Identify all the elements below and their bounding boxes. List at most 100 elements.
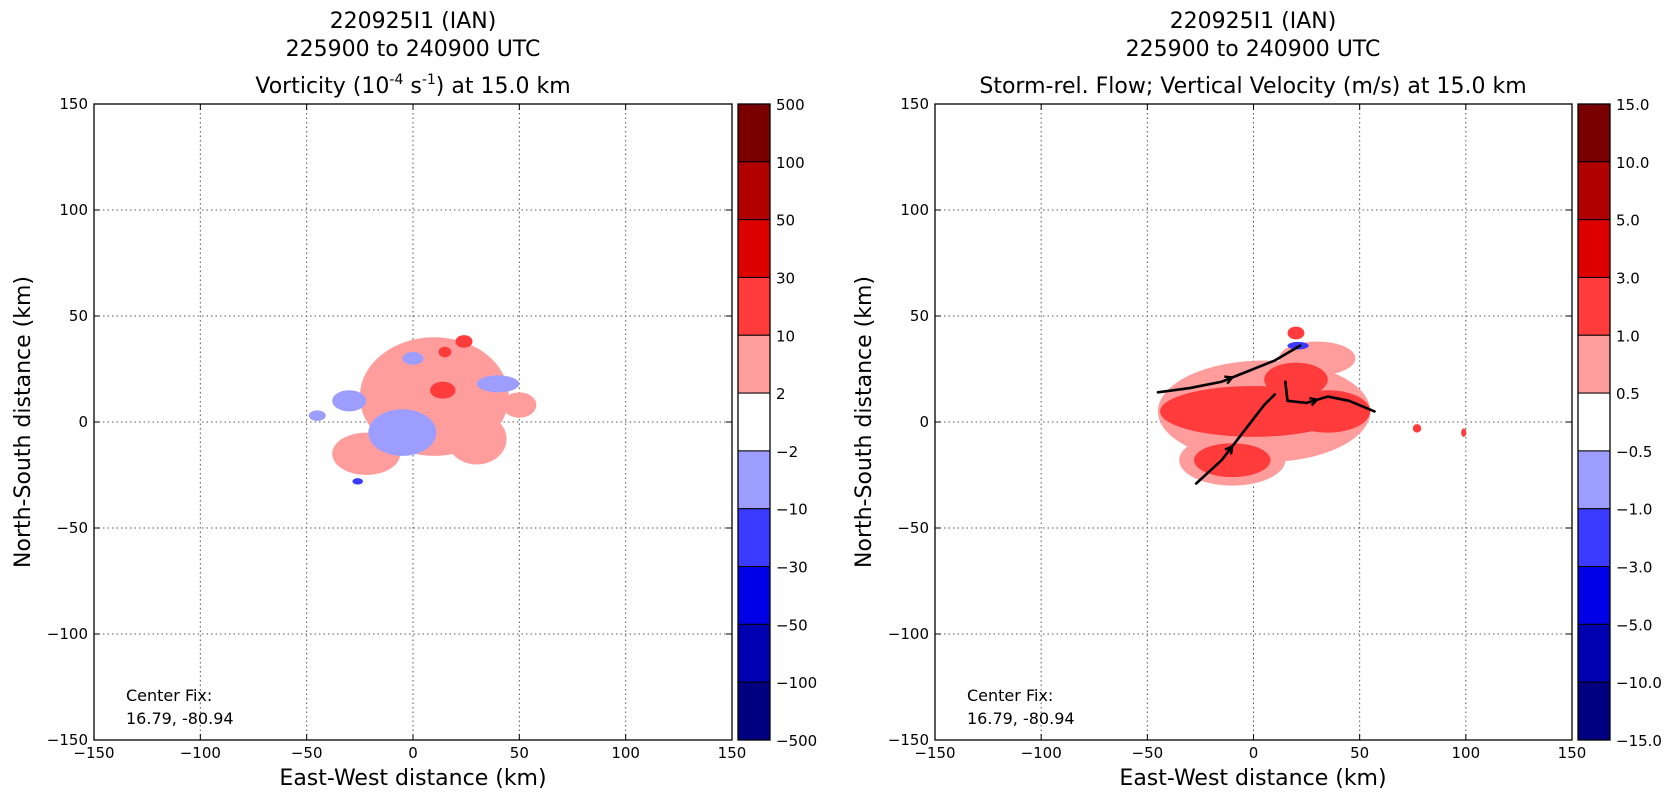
contour-region	[476, 375, 520, 393]
chart-subtitle-variable: Vorticity (10-4 s-1) at 15.0 km	[255, 72, 570, 99]
colorbar-tick-label: 50	[776, 212, 795, 230]
y-tick-label: 50	[69, 307, 88, 325]
colorbar-tick-label: −100	[776, 674, 817, 692]
contour-fill	[308, 335, 537, 485]
y-tick-label: −50	[56, 519, 88, 537]
y-tick-label: −50	[897, 519, 929, 537]
contour-region	[430, 381, 456, 399]
x-tick-label: 0	[408, 744, 418, 762]
x-tick-label: 150	[718, 744, 747, 762]
axis-ticks: −150 −100 −50 0 50 100 150 −150 −100 −50 0 50 100 150	[888, 95, 1587, 762]
x-tick-label: −150	[73, 744, 114, 762]
colorbar-frame	[1577, 103, 1611, 741]
contour-region	[502, 392, 537, 418]
y-tick-label: 50	[910, 307, 929, 325]
colorbar-swatch	[1577, 566, 1611, 625]
streamline-arrow	[1224, 375, 1235, 385]
y-tick-label: −150	[47, 731, 88, 749]
colorbar: 500 100 50 30 10 2 −2 −10 −30 −50 −100 −500	[737, 96, 817, 750]
colorbar-swatch	[737, 392, 771, 452]
contour-region	[402, 352, 424, 365]
y-tick-label: −150	[888, 731, 929, 749]
colorbar-swatch	[1577, 450, 1611, 510]
chart-subtitle-variable: Storm-rel. Flow; Vertical Velocity (m/s)…	[979, 74, 1526, 99]
chart-subtitle: 225900 to 240900 UTC	[286, 37, 541, 62]
chart-subtitle: 225900 to 240900 UTC	[1126, 37, 1381, 62]
y-tick-label: 100	[900, 201, 929, 219]
colorbar-tick-label: 30	[776, 269, 795, 287]
contour-region	[1412, 424, 1422, 433]
colorbar-tick-label: 3.0	[1616, 269, 1640, 287]
colorbar-swatch	[737, 508, 771, 568]
colorbar-swatch	[737, 276, 771, 336]
colorbar-tick-label: 1.0	[1616, 327, 1640, 345]
contour-region	[447, 413, 507, 465]
colorbar-swatch	[737, 566, 771, 625]
x-tick-label: 150	[1558, 744, 1587, 762]
colorbar-swatch	[1577, 623, 1611, 683]
y-tick-label: 150	[59, 95, 88, 113]
colorbar-tick-label: −3.0	[1616, 559, 1652, 577]
x-tick-label: 50	[1350, 744, 1369, 762]
streamlines	[1156, 344, 1376, 485]
contour-region	[455, 335, 473, 348]
streamline	[1194, 393, 1277, 485]
x-axis-label: East-West distance (km)	[279, 766, 546, 791]
colorbar-tick-label: −5.0	[1616, 616, 1652, 634]
contour-region	[352, 478, 364, 485]
colorbar-swatch	[737, 623, 771, 683]
colorbar-swatch	[1577, 219, 1611, 278]
contour-region	[368, 409, 437, 456]
chart-title: 220925I1 (IAN)	[1170, 9, 1337, 34]
colorbar-swatch	[1577, 392, 1611, 452]
colorbar-tick-label: 10.0	[1616, 154, 1649, 172]
x-axis-label: East-West distance (km)	[1119, 766, 1386, 791]
contour-region	[1264, 362, 1328, 397]
gridlines	[94, 104, 732, 740]
streamline-arrow	[1224, 444, 1234, 455]
colorbar-swatch	[1577, 161, 1611, 221]
colorbar-tick-label: −50	[776, 616, 808, 634]
colorbar-tick-label: 500	[776, 96, 805, 114]
y-axis-label: North-South distance (km)	[852, 276, 877, 568]
colorbar-swatch	[737, 103, 771, 163]
vorticity-panel: 220925I1 (IAN) 225900 to 240900 UTC Vort…	[11, 9, 817, 791]
colorbar-frame	[737, 103, 771, 741]
streamline-arrow	[1309, 396, 1320, 407]
colorbar-tick-label: 2	[776, 385, 786, 403]
y-tick-label: −100	[888, 625, 929, 643]
colorbar-tick-label: 100	[776, 154, 805, 172]
colorbar-swatch	[1577, 508, 1611, 568]
x-tick-label: −150	[914, 744, 955, 762]
y-tick-label: −100	[47, 625, 88, 643]
subtitle-exponent: -1	[422, 72, 436, 88]
colorbar-tick-label: −2	[776, 443, 798, 461]
contour-fill	[1157, 326, 1467, 486]
colorbar-swatch	[737, 161, 771, 221]
colorbar-swatch	[1577, 103, 1611, 163]
colorbar-swatch	[737, 681, 771, 741]
colorbar-tick-label: −0.5	[1616, 443, 1652, 461]
contour-region	[332, 390, 367, 412]
y-axis-label: North-South distance (km)	[11, 276, 36, 568]
contour-region	[438, 346, 452, 358]
colorbar-tick-label: 10	[776, 327, 795, 345]
colorbar-tick-label: −10.0	[1616, 674, 1662, 692]
vertical-velocity-panel: 220925I1 (IAN) 225900 to 240900 UTC Stor…	[852, 9, 1662, 791]
colorbar-swatch	[737, 219, 771, 278]
colorbar-tick-label: 15.0	[1616, 96, 1649, 114]
x-tick-label: −50	[1132, 744, 1164, 762]
contour-region	[1287, 326, 1305, 340]
colorbar-tick-label: −1.0	[1616, 501, 1652, 519]
axis-ticks: −150 −100 −50 0 50 100 150 −150 −100 −50 0 50 100 150	[47, 95, 747, 762]
contour-region	[1461, 428, 1467, 437]
chart-title: 220925I1 (IAN)	[330, 9, 497, 34]
contour-region	[308, 410, 326, 421]
y-tick-label: 100	[59, 201, 88, 219]
x-tick-label: 0	[1249, 744, 1259, 762]
subtitle-mid: s	[403, 74, 421, 99]
colorbar-tick-label: 5.0	[1616, 212, 1640, 230]
center-fix-label: Center Fix:	[967, 686, 1053, 705]
colorbar-tick-label: −500	[776, 732, 817, 750]
colorbar-tick-label: 0.5	[1616, 385, 1640, 403]
